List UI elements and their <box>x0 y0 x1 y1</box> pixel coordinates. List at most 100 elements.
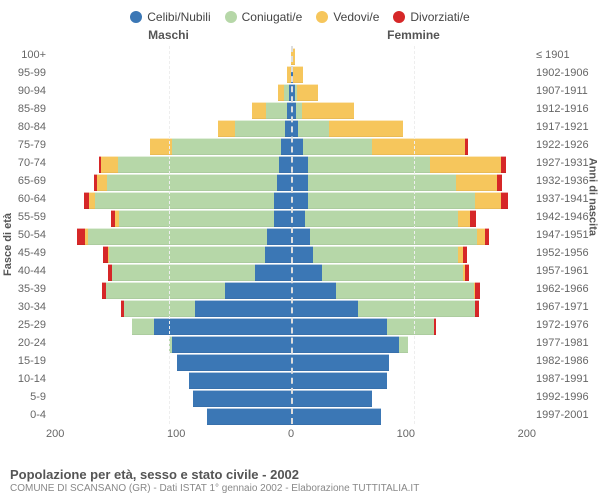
year-label: 1952-1956 <box>530 247 600 259</box>
segment <box>463 246 467 263</box>
segment <box>265 246 291 263</box>
bar-area <box>52 336 530 351</box>
segment <box>291 282 336 299</box>
age-label: 35-39 <box>0 283 52 295</box>
bar-area <box>52 156 530 171</box>
bar-area <box>52 84 530 99</box>
segment <box>310 228 477 245</box>
bar-male <box>52 120 291 135</box>
bar-female <box>291 282 530 297</box>
pyramid-row: 65-691932-1936 <box>0 172 600 190</box>
age-label: 40-44 <box>0 265 52 277</box>
bar-area <box>52 210 530 225</box>
year-label: 1917-1921 <box>530 121 600 133</box>
year-label: 1987-1991 <box>530 373 600 385</box>
segment <box>291 120 298 137</box>
bar-female <box>291 354 530 369</box>
legend: Celibi/NubiliConiugati/eVedovi/eDivorzia… <box>0 0 600 28</box>
segment <box>303 138 372 155</box>
segment <box>501 156 506 173</box>
segment <box>456 174 497 191</box>
year-label: 1962-1966 <box>530 283 600 295</box>
bar-area <box>52 102 530 117</box>
segment <box>177 354 291 371</box>
segment <box>430 156 502 173</box>
segment <box>88 228 267 245</box>
segment <box>291 174 308 191</box>
bar-area <box>52 408 530 423</box>
segment <box>291 372 387 389</box>
bar-female <box>291 210 530 225</box>
pyramid-row: 20-241977-1981 <box>0 334 600 352</box>
age-label: 60-64 <box>0 193 52 205</box>
segment <box>277 174 291 191</box>
segment <box>458 210 470 227</box>
pyramid-row: 90-941907-1911 <box>0 82 600 100</box>
bar-male <box>52 102 291 117</box>
pyramid-row: 15-191982-1986 <box>0 352 600 370</box>
bar-male <box>52 282 291 297</box>
bar-female <box>291 156 530 171</box>
segment <box>266 102 288 119</box>
year-label: 1932-1936 <box>530 175 600 187</box>
segment <box>95 192 274 209</box>
bar-male <box>52 318 291 333</box>
pyramid-row: 5-91992-1996 <box>0 388 600 406</box>
x-tick: 0 <box>288 428 294 440</box>
header-female: Femmine <box>291 28 536 42</box>
year-label: 1957-1961 <box>530 265 600 277</box>
age-label: 25-29 <box>0 319 52 331</box>
bar-area <box>52 66 530 81</box>
pyramid-row: 95-991902-1906 <box>0 64 600 82</box>
segment <box>218 120 235 137</box>
bar-area <box>52 120 530 135</box>
segment <box>291 138 303 155</box>
bar-area <box>52 264 530 279</box>
legend-item: Divorziati/e <box>393 10 469 24</box>
bar-area <box>52 138 530 153</box>
segment <box>154 318 291 335</box>
age-label: 85-89 <box>0 103 52 115</box>
bar-female <box>291 264 530 279</box>
bar-area <box>52 48 530 63</box>
segment <box>485 228 490 245</box>
bar-female <box>291 48 530 63</box>
x-tick: 100 <box>397 428 415 440</box>
bar-male <box>52 66 291 81</box>
age-label: 45-49 <box>0 247 52 259</box>
age-label: 100+ <box>0 49 52 61</box>
segment <box>291 156 308 173</box>
pyramid-row: 80-841917-1921 <box>0 118 600 136</box>
segment <box>118 156 279 173</box>
segment <box>150 138 172 155</box>
age-label: 70-74 <box>0 157 52 169</box>
bar-male <box>52 156 291 171</box>
segment <box>291 408 381 425</box>
legend-swatch <box>225 11 237 23</box>
legend-swatch <box>130 11 142 23</box>
age-label: 50-54 <box>0 229 52 241</box>
age-label: 90-94 <box>0 85 52 97</box>
segment <box>358 300 475 317</box>
bar-female <box>291 84 530 99</box>
bar-female <box>291 408 530 423</box>
segment <box>109 246 264 263</box>
year-label: ≤ 1901 <box>530 49 600 61</box>
pyramid-row: 60-641937-1941 <box>0 190 600 208</box>
age-label: 0-4 <box>0 409 52 421</box>
column-headers: Maschi Femmine <box>0 28 600 42</box>
pyramid-row: 75-791922-1926 <box>0 136 600 154</box>
age-label: 10-14 <box>0 373 52 385</box>
pyramid-row: 55-591942-1946 <box>0 208 600 226</box>
segment <box>112 264 255 281</box>
age-label: 75-79 <box>0 139 52 151</box>
pyramid-row: 100+ ≤ 1901 <box>0 46 600 64</box>
bar-female <box>291 318 530 333</box>
bar-area <box>52 354 530 369</box>
bar-male <box>52 390 291 405</box>
bar-area <box>52 192 530 207</box>
segment <box>336 282 473 299</box>
x-axis: 2001000100200 <box>0 428 600 440</box>
segment <box>477 228 484 245</box>
bar-male <box>52 174 291 189</box>
